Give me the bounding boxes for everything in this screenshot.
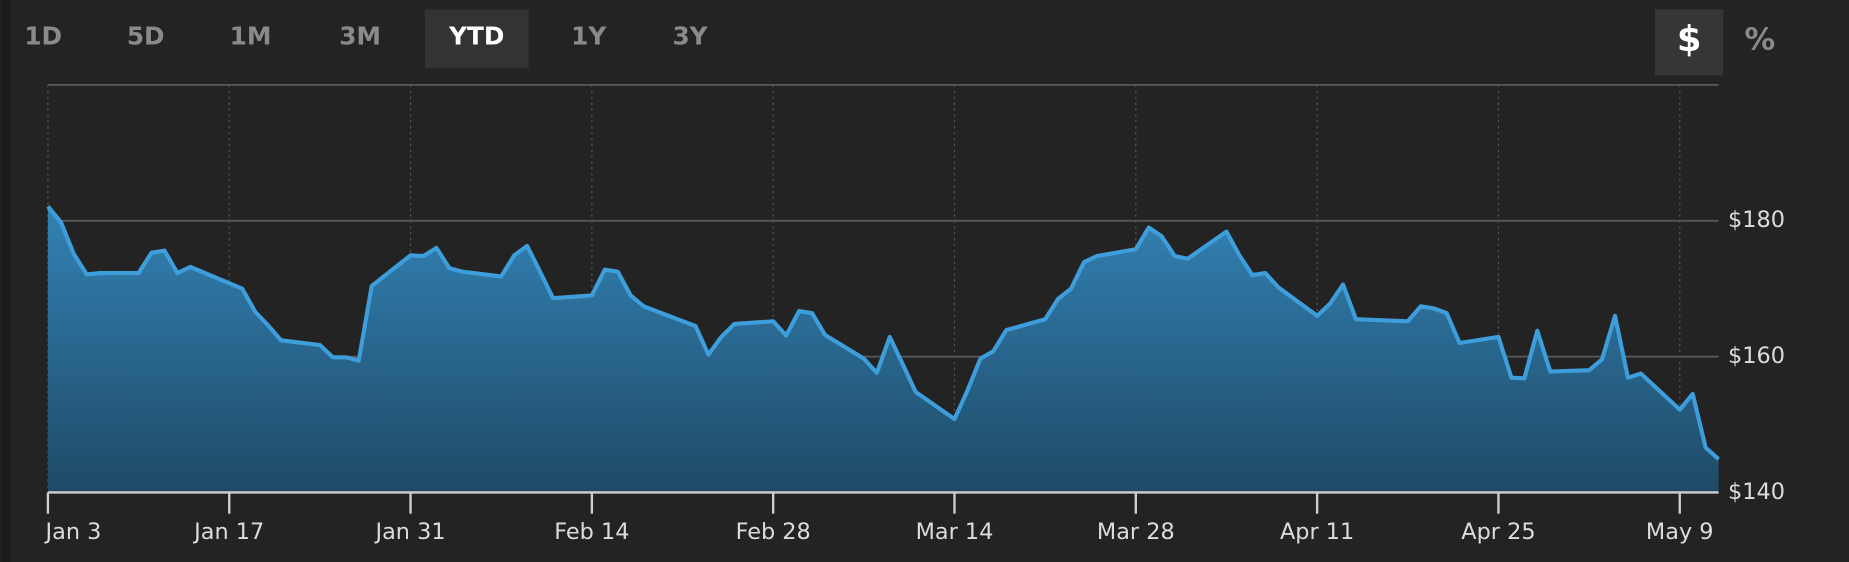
range-button-bg (424, 9, 529, 69)
unit-button[interactable]: $ (1654, 9, 1724, 76)
range-button-label: 3Y (672, 22, 708, 51)
y-tick-label: $180 (1728, 207, 1785, 233)
range-button-label: YTD (448, 22, 504, 51)
unit-button-label: $ (1677, 19, 1702, 60)
range-button-label: 1Y (571, 22, 607, 51)
price-line (46, 205, 1720, 461)
left-edge (0, 0, 11, 562)
x-tick-label: Mar 28 (1097, 519, 1175, 545)
x-tick-label: Feb 28 (736, 519, 811, 545)
x-tick-label: Apr 11 (1280, 519, 1354, 545)
price-area (47, 206, 1719, 493)
unit-button[interactable]: % (1744, 23, 1775, 58)
range-button-label: 5D (127, 22, 165, 51)
range-button[interactable]: 3Y (672, 22, 708, 51)
x-tick-label: Mar 14 (916, 519, 994, 545)
range-button[interactable]: 1D (24, 22, 62, 51)
x-tick-label: Jan 3 (44, 519, 102, 545)
range-button-label: 3M (339, 22, 381, 51)
range-button[interactable]: YTD (424, 9, 529, 69)
range-button-label: 1M (230, 22, 272, 51)
range-button[interactable]: 1M (230, 22, 272, 51)
range-button[interactable]: 5D (127, 22, 165, 51)
x-tick-label: Feb 14 (554, 519, 629, 545)
y-tick-label: $160 (1728, 343, 1785, 369)
y-tick-label: $140 (1728, 479, 1785, 505)
unit-button-bg (1654, 9, 1724, 76)
x-tick-label: Jan 31 (374, 519, 446, 545)
x-tick-label: May 9 (1646, 519, 1714, 545)
range-button-label: 1D (24, 22, 62, 51)
range-button[interactable]: 1Y (571, 22, 607, 51)
x-tick-label: Jan 17 (192, 519, 264, 545)
x-tick-label: Apr 25 (1461, 519, 1535, 545)
unit-button-label: % (1744, 23, 1775, 58)
range-button[interactable]: 3M (339, 22, 381, 51)
